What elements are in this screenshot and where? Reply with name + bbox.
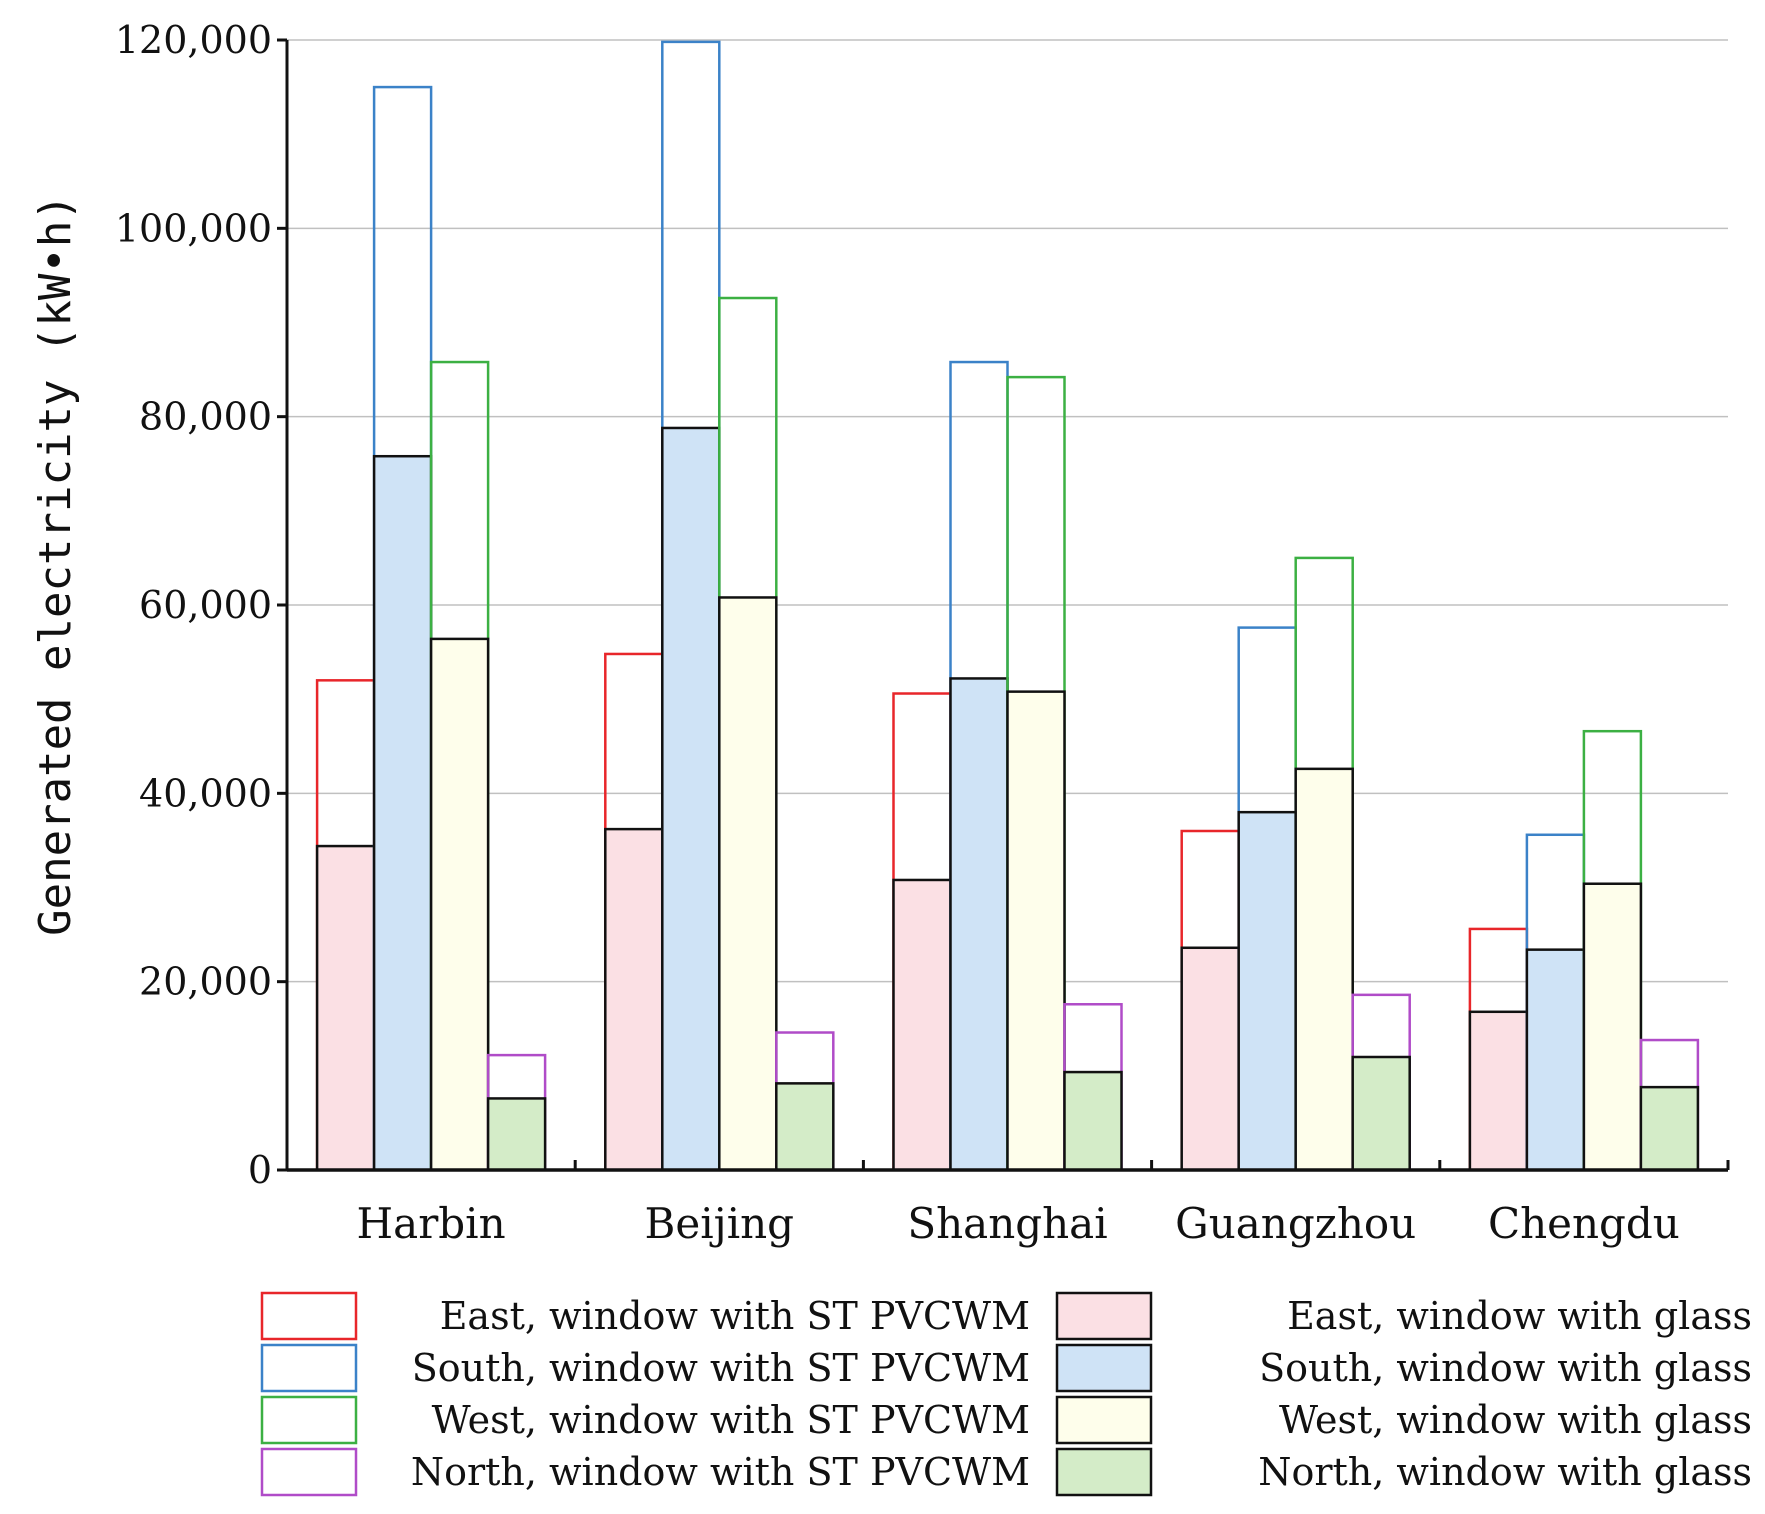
legend-swatch <box>260 1395 358 1445</box>
x-category-labels: Harbin Beijing Shanghai Guangzhou Chengdu <box>357 1199 1680 1248</box>
legend: East, window with ST PVCWM South, window … <box>260 1291 1752 1497</box>
legend-label: South, window with glass <box>1259 1346 1752 1390</box>
legend-swatch <box>1055 1395 1153 1445</box>
x-category-label: Guangzhou <box>1175 1199 1416 1248</box>
legend-label: East, window with glass <box>1287 1294 1752 1338</box>
bar-glass <box>486 1097 547 1172</box>
y-tick-label: 100,000 <box>115 206 272 250</box>
bar-glass <box>1063 1070 1123 1172</box>
bar-glass <box>429 637 490 1172</box>
bar-glass <box>315 844 376 1172</box>
bar-glass <box>1351 1055 1411 1172</box>
bar-glass <box>1525 948 1586 1172</box>
bars <box>315 40 1700 1172</box>
bar-glass <box>1006 690 1066 1172</box>
y-tick-label: 60,000 <box>139 583 272 627</box>
legend-swatch <box>260 1291 358 1341</box>
legend-label: West, window with ST PVCWM <box>432 1398 1030 1442</box>
x-category-label: Beijing <box>645 1199 795 1248</box>
y-tick-label: 80,000 <box>139 395 272 439</box>
bar-glass <box>1180 946 1240 1172</box>
x-category-label: Shanghai <box>907 1199 1107 1248</box>
legend-swatch <box>260 1343 358 1393</box>
bar-glass <box>1582 882 1643 1172</box>
legend-swatch <box>1055 1447 1153 1497</box>
bar-glass <box>1639 1085 1700 1172</box>
bar-glass <box>892 878 952 1172</box>
bar-glass <box>1237 810 1297 1172</box>
bar-glass <box>604 827 664 1172</box>
y-tick-label: 0 <box>248 1148 272 1192</box>
legend-label: East, window with ST PVCWM <box>440 1294 1030 1338</box>
bar-glass <box>949 677 1009 1172</box>
y-axis-title: Generated electricity (kW•h) <box>30 194 81 936</box>
x-category-label: Chengdu <box>1488 1199 1680 1248</box>
y-tick-labels: 0 20,000 40,000 60,000 80,000 100,000 120,000 <box>115 18 272 1192</box>
x-category-label: Harbin <box>357 1199 506 1248</box>
legend-label: West, window with glass <box>1279 1398 1752 1442</box>
legend-swatch <box>1055 1343 1153 1393</box>
y-tick-label: 120,000 <box>115 18 272 62</box>
bar-glass <box>718 596 778 1172</box>
bar-glass <box>372 454 433 1172</box>
legend-label: North, window with glass <box>1258 1450 1752 1494</box>
bar-glass <box>1468 1010 1529 1172</box>
y-tick-label: 40,000 <box>139 771 272 815</box>
legend-label: South, window with ST PVCWM <box>412 1346 1030 1390</box>
bar-glass <box>661 426 721 1172</box>
legend-label: North, window with ST PVCWM <box>411 1450 1030 1494</box>
bar-glass <box>1294 767 1354 1172</box>
axes <box>277 38 1730 1172</box>
legend-swatch <box>1055 1291 1153 1341</box>
y-tick-label: 20,000 <box>139 960 272 1004</box>
legend-swatch <box>260 1447 358 1497</box>
bar-glass <box>775 1082 835 1172</box>
